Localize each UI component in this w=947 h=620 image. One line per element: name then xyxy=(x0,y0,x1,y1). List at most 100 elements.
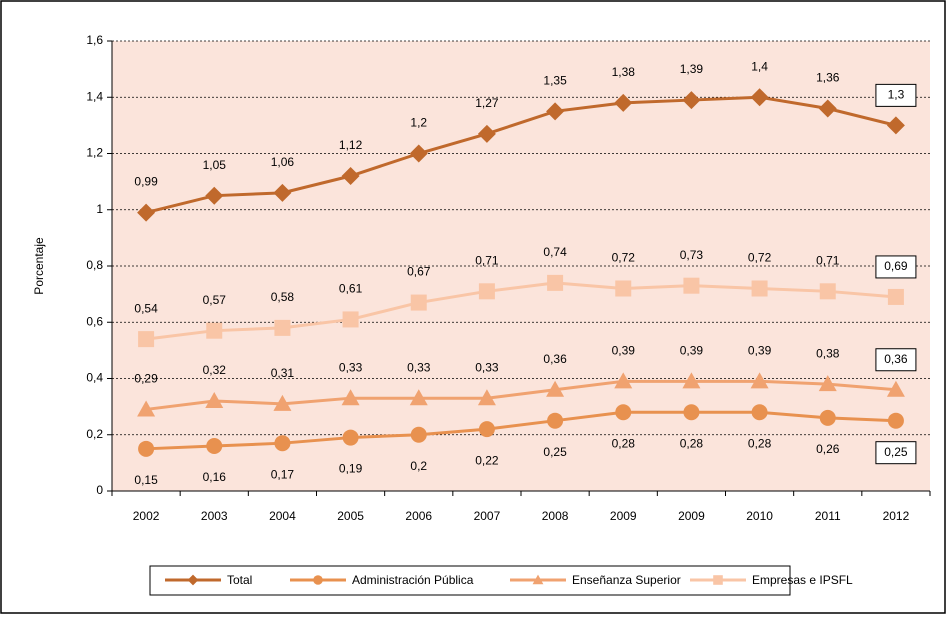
x-tick-label: 2012 xyxy=(883,509,910,523)
data-label: 1,39 xyxy=(680,62,704,76)
data-label: 0,33 xyxy=(475,360,499,374)
point xyxy=(206,322,223,339)
point xyxy=(478,421,495,438)
point xyxy=(410,294,427,311)
point xyxy=(138,440,155,457)
point xyxy=(546,102,565,121)
data-label: 1,38 xyxy=(612,65,636,79)
x-tick-label: 2005 xyxy=(337,509,364,523)
data-label: 0,58 xyxy=(271,290,295,304)
point xyxy=(750,88,769,107)
data-label: 0,72 xyxy=(612,251,636,265)
point xyxy=(273,183,292,202)
data-label: 0,31 xyxy=(271,366,295,380)
y-tick-label: 1,2 xyxy=(86,146,103,160)
point xyxy=(205,186,224,205)
data-label: 0,36 xyxy=(543,352,567,366)
label-box xyxy=(875,348,917,372)
x-tick-label: 2006 xyxy=(405,509,432,523)
data-label: 0,17 xyxy=(271,467,295,481)
legend xyxy=(149,565,791,596)
y-tick-label: 0,4 xyxy=(86,371,103,385)
point xyxy=(137,400,156,417)
data-label: 0,39 xyxy=(612,343,636,357)
point xyxy=(886,116,905,135)
data-label: 1,3 xyxy=(888,88,905,102)
data-label: 0,67 xyxy=(407,265,431,279)
data-label: 0,22 xyxy=(475,453,499,467)
point xyxy=(206,438,223,454)
point xyxy=(887,412,904,429)
x-tick-label: 2009 xyxy=(678,509,705,523)
y-tick-label: 0,8 xyxy=(86,258,103,272)
data-label: 0,33 xyxy=(339,360,363,374)
data-label: 0,16 xyxy=(203,470,227,484)
series-line xyxy=(145,379,897,411)
point xyxy=(547,274,564,291)
point xyxy=(818,99,837,118)
data-label: 0,19 xyxy=(339,462,363,476)
y-tick-label: 0,2 xyxy=(86,427,103,441)
y-axis-label: Porcentaje xyxy=(32,237,46,295)
data-label: 0,39 xyxy=(748,343,772,357)
point xyxy=(818,375,837,392)
point xyxy=(205,392,224,408)
point xyxy=(683,277,700,294)
point xyxy=(750,372,769,389)
data-label: 1,2 xyxy=(410,116,427,130)
data-label: 0,28 xyxy=(612,436,636,450)
point xyxy=(478,283,495,300)
data-label: 0,71 xyxy=(816,253,840,267)
point xyxy=(274,435,291,452)
data-label: 0,57 xyxy=(203,293,227,307)
point xyxy=(409,389,428,406)
data-label: 0,15 xyxy=(134,473,158,487)
data-label: 1,27 xyxy=(475,96,499,110)
point xyxy=(751,404,768,421)
x-tick-label: 2007 xyxy=(474,509,501,523)
point xyxy=(819,283,836,300)
data-label: 0,72 xyxy=(748,251,772,265)
legend-marker xyxy=(313,575,323,585)
point xyxy=(614,93,633,112)
point xyxy=(341,167,360,185)
data-label: 0,33 xyxy=(407,360,431,374)
y-tick-label: 0,6 xyxy=(86,314,103,328)
point xyxy=(410,426,427,443)
y-tick-label: 1,6 xyxy=(86,33,103,47)
y-tick-label: 1,4 xyxy=(86,89,103,103)
point xyxy=(547,412,564,429)
data-label: 0,71 xyxy=(475,253,499,267)
legend-label: Total xyxy=(227,573,252,587)
data-label: 0,25 xyxy=(543,445,567,459)
y-tick-label: 0 xyxy=(96,483,103,497)
series-line xyxy=(146,410,896,451)
point xyxy=(342,429,359,446)
legend-marker xyxy=(187,574,199,586)
point xyxy=(614,372,633,389)
data-label: 0,2 xyxy=(410,459,427,473)
point xyxy=(683,404,700,421)
point xyxy=(887,288,904,305)
point xyxy=(341,389,360,406)
data-label: 0,54 xyxy=(134,301,158,315)
point xyxy=(682,372,701,389)
point xyxy=(615,404,632,421)
data-label: 0,73 xyxy=(680,248,704,262)
legend-label: Administración Pública xyxy=(352,573,474,587)
data-label: 0,28 xyxy=(680,436,704,450)
data-label: 0,28 xyxy=(748,436,772,450)
point xyxy=(138,331,155,348)
point xyxy=(682,91,701,110)
point xyxy=(409,144,428,163)
data-label: 0,32 xyxy=(203,363,227,377)
data-label: 0,36 xyxy=(884,352,908,366)
point xyxy=(751,280,768,297)
y-tick-label: 1 xyxy=(96,202,103,216)
label-box xyxy=(875,255,917,279)
point xyxy=(274,319,291,336)
data-label: 1,4 xyxy=(751,59,768,73)
x-tick-label: 2008 xyxy=(542,509,569,523)
data-label: 0,61 xyxy=(339,282,363,296)
